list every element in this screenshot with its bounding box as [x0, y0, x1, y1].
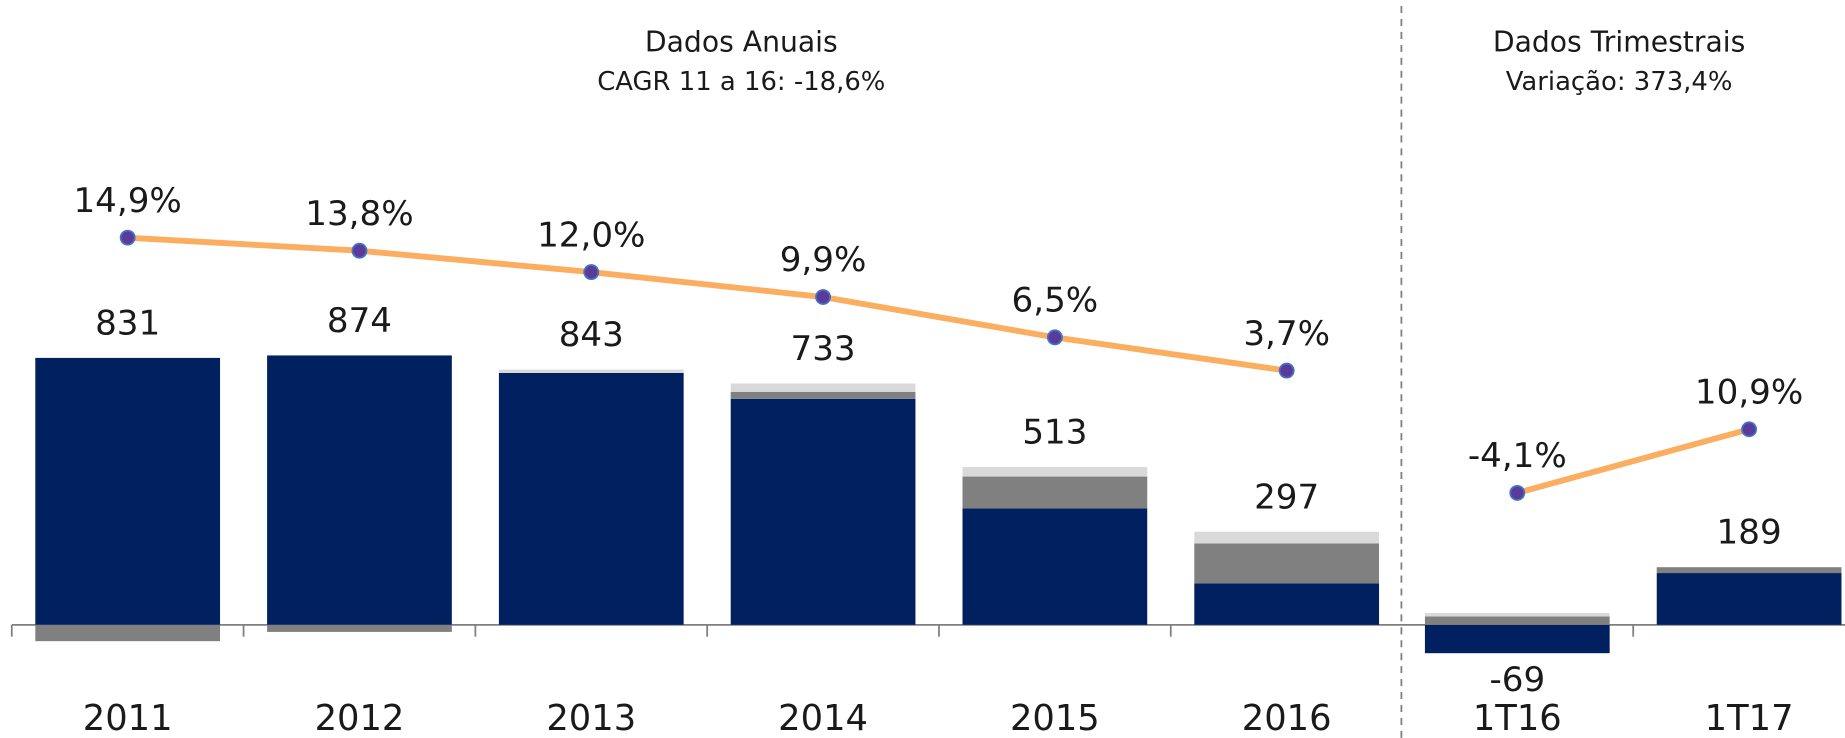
x-tick-label: 2013	[546, 698, 636, 738]
bar-segment	[730, 398, 916, 625]
panel-title: Dados Trimestrais	[1493, 26, 1745, 59]
bar-segment	[1194, 531, 1380, 544]
bar-segment	[267, 624, 452, 632]
total-label: 513	[1022, 413, 1087, 453]
line-marker	[119, 229, 136, 246]
line	[1516, 426, 1750, 496]
total-label: 189	[1717, 513, 1782, 553]
total-label: -69	[1489, 660, 1545, 700]
panel-subtitle: CAGR 11 a 16: -18,6%	[597, 67, 885, 97]
panel-subtitle: Variação: 373,4%	[1506, 67, 1733, 97]
line-marker	[1509, 484, 1526, 501]
bar-segment	[1424, 624, 1610, 654]
bar-segment	[498, 373, 684, 625]
total-label: 297	[1254, 477, 1319, 517]
total-label: 874	[327, 301, 392, 341]
total-label: 831	[95, 303, 160, 343]
bar-segment	[1656, 567, 1842, 574]
total-label: 733	[791, 329, 856, 369]
line-value-label: 10,9%	[1695, 373, 1803, 413]
bar-segment	[730, 383, 916, 392]
x-tick-label: 2015	[1010, 698, 1100, 738]
bar-segment	[1194, 583, 1380, 625]
bar-segment	[1656, 573, 1842, 625]
line-marker	[351, 242, 368, 259]
x-tick-label: 1T17	[1705, 698, 1794, 738]
line-value-label: 14,9%	[73, 181, 181, 221]
line-marker	[1046, 329, 1063, 346]
x-tick-label: 2012	[315, 698, 405, 738]
bar-segment	[1194, 543, 1380, 584]
bar-segment	[35, 624, 221, 642]
panel-title: Dados Anuais	[645, 26, 838, 59]
line-marker	[1741, 421, 1758, 438]
bar-segment	[498, 369, 684, 374]
line-marker	[815, 289, 832, 305]
line-value-label: 13,8%	[305, 194, 413, 234]
x-tick-label: 2016	[1242, 698, 1332, 738]
line-value-label: 3,7%	[1243, 314, 1330, 354]
bar-segment	[730, 391, 916, 399]
total-label: 843	[559, 315, 624, 355]
bar-segment	[1424, 613, 1610, 617]
bar-segment	[1424, 616, 1610, 625]
x-tick-label: 2014	[778, 698, 868, 738]
line-marker	[1278, 362, 1295, 379]
bar-segment	[962, 467, 1148, 477]
bar-segment	[962, 476, 1148, 509]
line-value-label: 12,0%	[537, 215, 645, 255]
bar-segment	[35, 357, 221, 625]
bar-segment	[267, 355, 452, 625]
x-tick-label: 1T16	[1473, 698, 1562, 738]
line-value-label: 6,5%	[1012, 281, 1099, 321]
line-value-label: -4,1%	[1468, 436, 1567, 476]
x-tick-label: 2011	[83, 698, 173, 738]
bar-segment	[962, 508, 1148, 625]
line	[127, 234, 1288, 374]
line-value-label: 9,9%	[780, 240, 867, 280]
line-marker	[583, 264, 600, 281]
